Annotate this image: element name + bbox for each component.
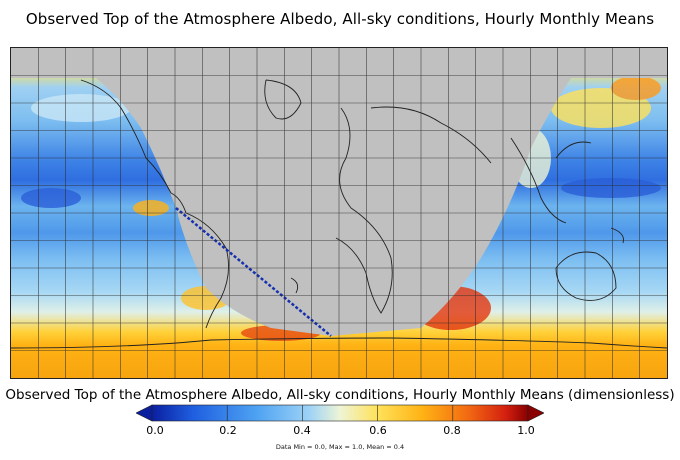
tick-label-3: 0.6 — [369, 424, 387, 437]
colorbar-gradient — [151, 404, 529, 422]
lat-lon-grid — [11, 48, 667, 378]
colorbar-ticks — [226, 405, 454, 421]
colorbar-svg — [135, 404, 545, 422]
map-title: Observed Top of the Atmosphere Albedo, A… — [25, 10, 655, 28]
tick-label-4: 0.8 — [443, 424, 461, 437]
tick-label-5: 1.0 — [517, 424, 535, 437]
colorbar-right-arrow — [527, 404, 545, 422]
tick-label-2: 0.4 — [293, 424, 311, 437]
colorbar-title: Observed Top of the Atmosphere Albedo, A… — [5, 387, 675, 403]
colorbar — [135, 404, 545, 422]
tick-label-1: 0.2 — [219, 424, 237, 437]
terminator-edge — [175, 207, 332, 337]
map-svg — [11, 48, 667, 378]
data-stats: Data Min = 0.0, Max = 1.0, Mean = 0.4 — [275, 443, 405, 451]
no-data-region — [96, 78, 571, 336]
tick-label-0: 0.0 — [146, 424, 164, 437]
albedo-map — [10, 47, 668, 379]
colorbar-left-arrow — [135, 404, 153, 422]
